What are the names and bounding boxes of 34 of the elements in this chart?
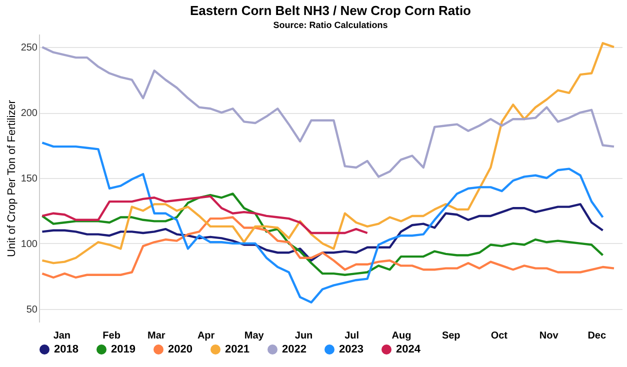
x-tick-label: Feb <box>102 330 120 342</box>
y-axis-title: Unit of Crop Per Ton of Fertilizer <box>6 100 18 257</box>
line-series <box>41 195 368 234</box>
x-tick-label: Nov <box>539 330 559 342</box>
x-tick-label: Aug <box>392 330 412 342</box>
y-tick-label: 50 <box>26 304 38 316</box>
line-series <box>41 42 616 264</box>
y-tick-label: 200 <box>20 108 38 120</box>
chart-subtitle: Source: Ratio Calculations <box>273 20 388 30</box>
legend-label: 2018 <box>54 344 78 356</box>
line-series <box>41 203 604 262</box>
x-tick-label: Jan <box>53 330 71 342</box>
legend-label: 2019 <box>111 344 136 356</box>
x-tick-label: Mar <box>148 330 166 342</box>
y-tick-label: 100 <box>20 238 38 250</box>
y-tick-label: 150 <box>20 174 38 184</box>
legend-label: 2023 <box>339 344 364 356</box>
chart-title: Eastern Corn Belt NH3 / New Crop Corn Ratio <box>190 3 472 18</box>
legend-label: 2020 <box>168 344 192 356</box>
legend-label: 2022 <box>282 344 306 356</box>
line-series <box>41 142 604 304</box>
y-tick-label: 250 <box>20 42 38 54</box>
x-tick-label: Sep <box>442 330 460 342</box>
line-series <box>41 216 616 279</box>
legend-label: 2024 <box>396 344 422 356</box>
x-tick-label: Jun <box>294 330 313 342</box>
line-series <box>41 192 604 276</box>
x-tick-label: Oct <box>490 330 508 342</box>
legend-label: 2021 <box>225 344 250 356</box>
x-tick-label: May <box>244 330 264 342</box>
line-series <box>41 46 616 178</box>
x-tick-label: Jul <box>344 330 360 342</box>
x-tick-label: Apr <box>197 330 215 342</box>
x-tick-label: Dec <box>588 330 606 342</box>
